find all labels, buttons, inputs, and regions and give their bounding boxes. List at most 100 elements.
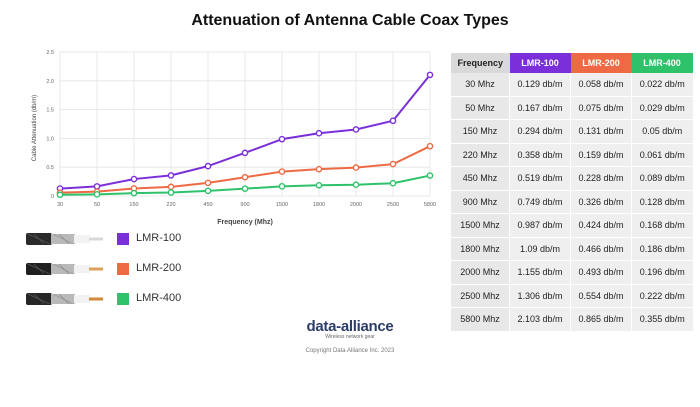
table-row: 30 Mhz 0.129 db/m 0.058 db/m 0.022 db/m [451, 73, 693, 97]
x-tick-label: 1500 [276, 202, 288, 208]
coax-cable-icon [26, 263, 103, 275]
table-row: 900 Mhz 0.749 db/m 0.326 db/m 0.128 db/m [451, 190, 693, 214]
attenuation-cell: 0.424 db/m [570, 213, 632, 238]
x-tick-label: 900 [240, 202, 249, 208]
data-point-lmr-200 [389, 160, 397, 168]
data-point-lmr-400 [278, 183, 286, 190]
table-row: 2000 Mhz 1.155 db/m 0.493 db/m 0.196 db/m [451, 260, 693, 285]
data-point-lmr-400 [56, 191, 64, 199]
x-tick-label: 2500 [387, 202, 399, 208]
y-axis-label: Cable Attenuation (db/m) [32, 95, 38, 161]
data-point-lmr-100 [315, 129, 323, 137]
table-row: 1500 Mhz 0.987 db/m 0.424 db/m 0.168 db/m [451, 213, 693, 238]
frequency-cell: 2000 Mhz [451, 260, 510, 285]
frequency-cell: 900 Mhz [451, 190, 510, 214]
data-point-lmr-100 [93, 183, 101, 190]
data-point-lmr-100 [204, 162, 212, 170]
data-point-lmr-200 [204, 179, 212, 187]
attenuation-cell: 0.493 db/m [570, 260, 632, 285]
attenuation-cell: 0.168 db/m [631, 213, 693, 238]
data-point-lmr-200 [426, 142, 434, 150]
attenuation-cell: 0.089 db/m [631, 166, 693, 191]
x-axis-label: Frequency (Mhz) [217, 219, 273, 226]
attenuation-cell: 0.554 db/m [570, 284, 632, 308]
data-point-lmr-400 [426, 172, 434, 179]
attenuation-cell: 0.129 db/m [509, 73, 571, 97]
data-point-lmr-200 [241, 173, 249, 181]
chart-title: Attenuation of Antenna Cable Coax Types [191, 12, 509, 29]
attenuation-cell: 0.749 db/m [509, 190, 571, 214]
data-point-lmr-400 [93, 191, 101, 198]
table-header-lmr-400: LMR-400 [631, 53, 693, 73]
data-point-lmr-100 [167, 172, 175, 179]
attenuation-cell: 1.09 db/m [509, 237, 571, 261]
table-header-frequency: Frequency [451, 53, 510, 73]
legend-swatch [117, 263, 129, 275]
x-tick-label: 1800 [313, 202, 325, 208]
x-tick-label: 150 [129, 202, 138, 208]
attenuation-cell: 0.865 db/m [570, 307, 632, 332]
attenuation-cell: 0.022 db/m [631, 73, 693, 97]
table-row: 50 Mhz 0.167 db/m 0.075 db/m 0.029 db/m [451, 96, 693, 120]
x-tick-label: 30 [57, 202, 63, 208]
attenuation-cell: 0.061 db/m [631, 143, 693, 167]
attenuation-cell: 2.103 db/m [509, 307, 571, 332]
table-row: 5800 Mhz 2.103 db/m 0.865 db/m 0.355 db/m [451, 307, 693, 332]
attenuation-cell: 0.128 db/m [631, 190, 693, 214]
line-chart: 0 0.5 1.0 1.5 2.0 2.5 30 50 150 220 450 900 1500 1800… [32, 50, 436, 226]
x-tick-label: 5800 [424, 202, 436, 208]
attenuation-table: Frequency LMR-100 LMR-200 LMR-400 30 Mhz 0.… [451, 53, 693, 332]
data-point-lmr-100 [241, 149, 249, 157]
chart-series [56, 71, 434, 199]
attenuation-cell: 0.167 db/m [509, 96, 571, 120]
copyright-text: Copyright Data Alliance Inc. 2023 [305, 348, 395, 354]
table-row: 220 Mhz 0.358 db/m 0.159 db/m 0.061 db/m [451, 143, 693, 167]
y-tick-label: 2.5 [46, 50, 54, 56]
attenuation-cell: 0.519 db/m [509, 166, 571, 191]
data-point-lmr-100 [389, 117, 397, 125]
logo-tagline: Wireless network gear [325, 334, 375, 340]
chart-axes: 0 0.5 1.0 1.5 2.0 2.5 30 50 150 220 450 900 1500 1800… [46, 50, 436, 208]
data-point-lmr-400 [241, 185, 249, 192]
logo-wordmark: data-alliance [306, 318, 394, 335]
attenuation-cell: 0.05 db/m [631, 119, 693, 144]
attenuation-cell: 1.306 db/m [509, 284, 571, 308]
data-point-lmr-400 [389, 179, 397, 187]
frequency-cell: 30 Mhz [451, 73, 510, 97]
legend-label: LMR-400 [136, 292, 182, 304]
data-point-lmr-200 [352, 164, 360, 171]
data-point-lmr-100 [278, 135, 286, 143]
table-body: 30 Mhz 0.129 db/m 0.058 db/m 0.022 db/m 50 M… [451, 73, 693, 332]
x-tick-label: 2000 [350, 202, 362, 208]
attenuation-cell: 0.196 db/m [631, 260, 693, 285]
attenuation-cell: 0.358 db/m [509, 143, 571, 167]
x-tick-label: 50 [94, 202, 100, 208]
x-tick-label: 450 [203, 202, 212, 208]
frequency-cell: 150 Mhz [451, 119, 510, 144]
y-tick-label: 0.5 [46, 165, 54, 171]
frequency-cell: 1800 Mhz [451, 237, 510, 261]
attenuation-cell: 1.155 db/m [509, 260, 571, 285]
y-tick-label: 0 [51, 194, 54, 200]
legend-swatch [117, 293, 129, 305]
data-point-lmr-100 [426, 71, 434, 79]
attenuation-cell: 0.075 db/m [570, 96, 632, 120]
table-row: 450 Mhz 0.519 db/m 0.228 db/m 0.089 db/m [451, 166, 693, 191]
attenuation-cell: 0.222 db/m [631, 284, 693, 308]
y-tick-label: 1.5 [46, 108, 54, 114]
attenuation-cell: 0.326 db/m [570, 190, 632, 214]
data-point-lmr-100 [130, 175, 138, 183]
table-row: 1800 Mhz 1.09 db/m 0.466 db/m 0.186 db/m [451, 237, 693, 261]
legend-label: LMR-100 [136, 232, 182, 244]
frequency-cell: 5800 Mhz [451, 307, 510, 332]
frequency-cell: 220 Mhz [451, 143, 510, 167]
data-point-lmr-200 [315, 165, 323, 173]
data-point-lmr-400 [130, 189, 138, 197]
legend-item-lmr-400: LMR-400 [24, 286, 224, 312]
attenuation-cell: 0.355 db/m [631, 307, 693, 332]
y-tick-label: 2.0 [46, 79, 54, 85]
attenuation-cell: 0.159 db/m [570, 143, 632, 167]
attenuation-cell: 0.987 db/m [509, 213, 571, 238]
table-header-row: Frequency LMR-100 LMR-200 LMR-400 [451, 53, 693, 73]
table-row: 150 Mhz 0.294 db/m 0.131 db/m 0.05 db/m [451, 119, 693, 144]
